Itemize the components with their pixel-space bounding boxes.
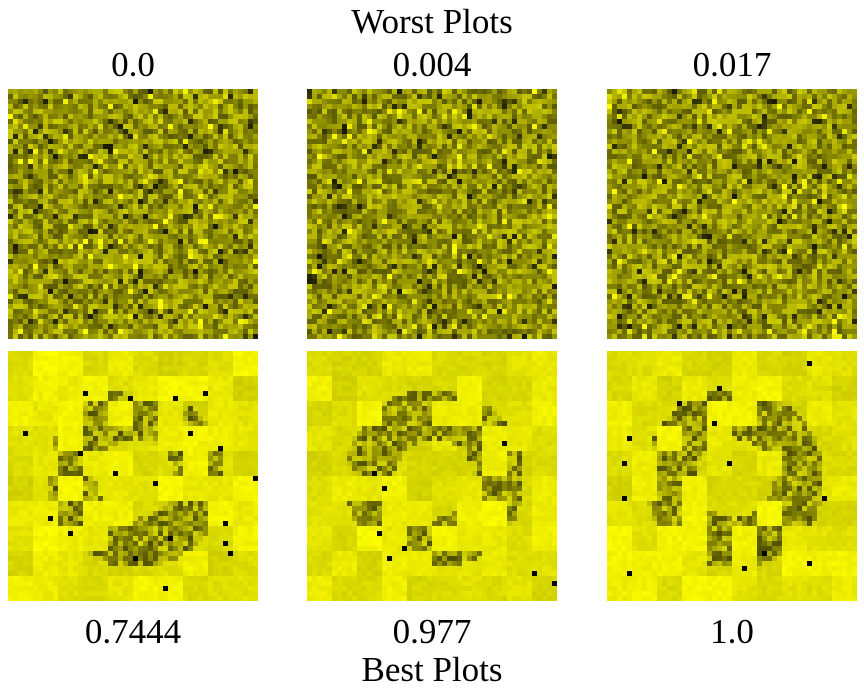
worst-score-1: 0.0 [111, 45, 155, 84]
best-plot-3-image [607, 351, 857, 601]
worst-plots-title: Worst Plots [351, 2, 513, 41]
best-plot-1-image [8, 351, 258, 601]
best-plot-2-image [307, 351, 557, 601]
worst-plot-3 [607, 89, 857, 339]
worst-plot-1 [8, 89, 258, 339]
worst-score-2: 0.004 [392, 45, 472, 84]
worst-plot-2-image [307, 89, 557, 339]
best-plot-1 [8, 351, 258, 601]
best-score-2: 0.977 [392, 612, 472, 651]
best-score-3: 1.0 [710, 612, 754, 651]
worst-plot-1-image [8, 89, 258, 339]
worst-plot-2 [307, 89, 557, 339]
worst-plot-3-image [607, 89, 857, 339]
best-plot-3 [607, 351, 857, 601]
best-plot-2 [307, 351, 557, 601]
best-score-1: 0.7444 [84, 612, 182, 651]
worst-score-3: 0.017 [692, 45, 772, 84]
best-plots-title: Best Plots [361, 650, 503, 689]
